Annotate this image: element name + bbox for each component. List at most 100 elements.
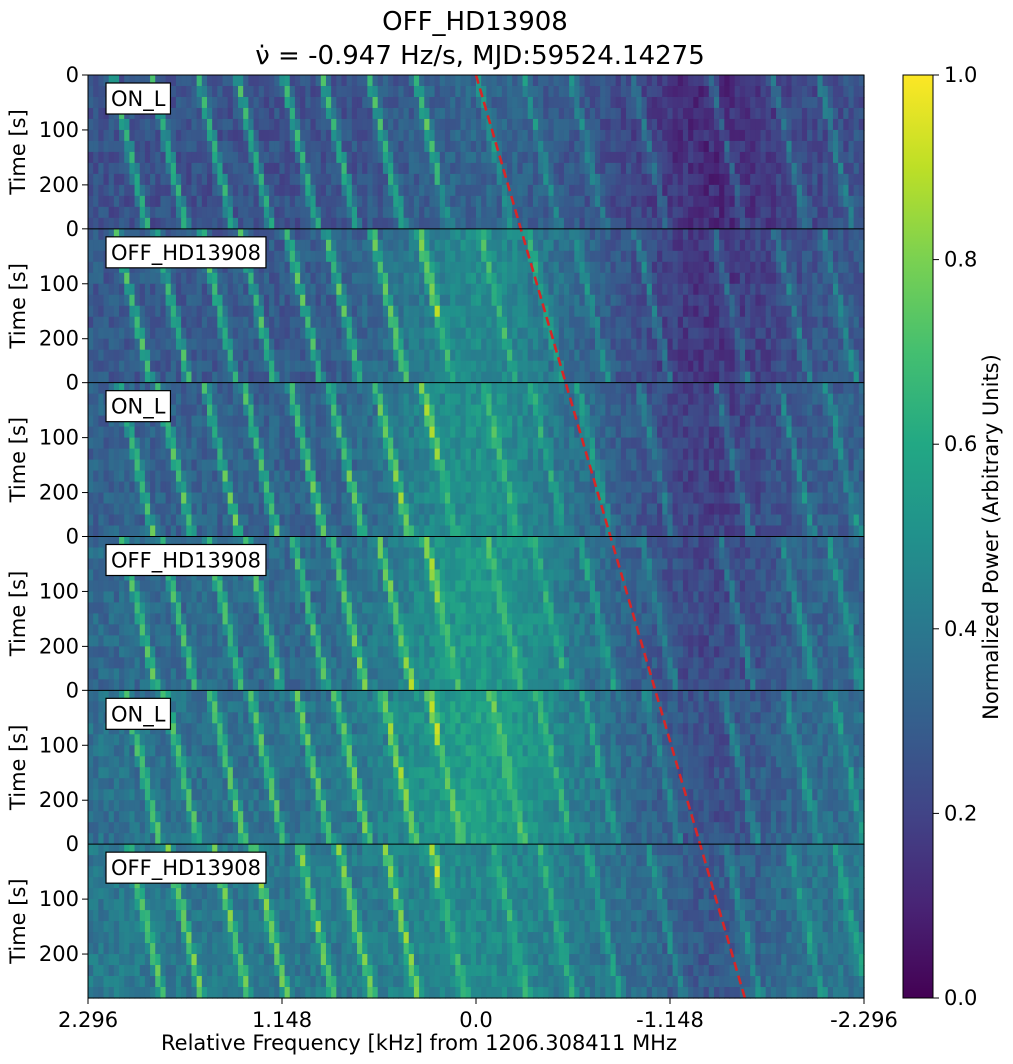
heatmap-cell <box>258 305 265 318</box>
heatmap-cell <box>589 294 596 307</box>
heatmap-cell <box>129 75 136 87</box>
heatmap-cell <box>450 129 456 142</box>
heatmap-cell <box>667 316 674 329</box>
heatmap-cell <box>119 305 125 318</box>
heatmap-cell <box>243 349 249 362</box>
heatmap-cell <box>113 195 120 208</box>
heatmap-cell <box>517 382 524 395</box>
heatmap-cell <box>848 118 855 131</box>
heatmap-cell <box>341 272 348 285</box>
heatmap-cell <box>646 173 653 186</box>
heatmap-cell <box>688 294 694 307</box>
heatmap-cell <box>843 250 850 263</box>
heatmap-cell <box>843 349 850 362</box>
heatmap-cell <box>781 404 787 417</box>
heatmap-cell <box>817 261 824 274</box>
heatmap-cell <box>481 371 487 384</box>
heatmap-cell <box>574 173 581 186</box>
heatmap-cell <box>822 75 829 87</box>
heatmap-cell <box>755 184 762 197</box>
heatmap-cell <box>424 316 431 329</box>
heatmap-cell <box>424 360 431 373</box>
heatmap-cell <box>620 107 627 120</box>
heatmap-cell <box>351 404 358 417</box>
heatmap-cell <box>113 382 120 395</box>
heatmap-cell <box>222 118 229 131</box>
heatmap-cell <box>853 107 860 120</box>
heatmap-cell <box>760 206 767 219</box>
heatmap-cell <box>367 283 374 296</box>
heatmap-cell <box>434 217 441 230</box>
heatmap-cell <box>103 272 110 285</box>
heatmap-cell <box>144 426 151 439</box>
heatmap-cell <box>398 195 405 208</box>
heatmap-cell <box>346 316 353 329</box>
heatmap-cell <box>413 96 420 109</box>
heatmap-cell <box>703 283 710 296</box>
heatmap-cell <box>393 239 399 252</box>
heatmap-cell <box>88 228 94 241</box>
heatmap-cell <box>843 129 850 142</box>
heatmap-cell <box>155 437 162 450</box>
heatmap-cell <box>538 382 544 395</box>
heatmap-cell <box>470 228 477 241</box>
heatmap-cell <box>408 360 415 373</box>
heatmap-cell <box>791 360 798 373</box>
heatmap-cell <box>600 228 606 241</box>
heatmap-cell <box>279 404 286 417</box>
heatmap-cell <box>734 272 741 285</box>
heatmap-cell <box>620 96 627 109</box>
heatmap-cell <box>357 162 363 175</box>
heatmap-cell <box>698 195 705 208</box>
heatmap-cell <box>481 195 487 208</box>
heatmap-cell <box>682 206 689 219</box>
heatmap-cell <box>222 426 229 439</box>
heatmap-cell <box>719 360 725 373</box>
heatmap-cell <box>196 184 203 197</box>
heatmap-cell <box>600 415 606 428</box>
heatmap-cell <box>631 85 637 98</box>
heatmap-cell <box>362 261 368 274</box>
heatmap-cell <box>455 261 462 274</box>
heatmap-cell <box>734 261 741 274</box>
heatmap-cell <box>713 107 720 120</box>
heatmap-cell <box>310 360 317 373</box>
heatmap-cell <box>817 75 824 87</box>
heatmap-cell <box>765 250 772 263</box>
heatmap-cell <box>305 382 312 395</box>
heatmap-cell <box>579 85 586 98</box>
heatmap-cell <box>584 294 591 307</box>
heatmap-cell <box>139 173 146 186</box>
heatmap-cell <box>279 382 286 395</box>
heatmap-cell <box>563 283 570 296</box>
heatmap-cell <box>610 75 617 87</box>
heatmap-cell <box>357 85 363 98</box>
heatmap-cell <box>331 96 337 109</box>
heatmap-cell <box>88 426 94 439</box>
heatmap-cell <box>175 316 182 329</box>
heatmap-cell <box>465 129 472 142</box>
heatmap-cell <box>646 283 653 296</box>
heatmap-cell <box>646 162 653 175</box>
heatmap-cell <box>745 250 751 263</box>
heatmap-cell <box>424 239 431 252</box>
heatmap-cell <box>817 305 824 318</box>
heatmap-cell <box>248 162 255 175</box>
heatmap-cell <box>243 140 249 153</box>
heatmap-cell <box>191 75 198 87</box>
heatmap-cell <box>693 415 700 428</box>
heatmap-cell <box>512 217 518 230</box>
heatmap-cell <box>776 360 782 373</box>
heatmap-cell <box>729 75 736 87</box>
heatmap-cell <box>667 140 674 153</box>
heatmap-cell <box>351 96 358 109</box>
heatmap-cell <box>331 250 337 263</box>
heatmap-cell <box>253 371 260 384</box>
heatmap-cell <box>548 195 555 208</box>
heatmap-cell <box>341 382 348 395</box>
heatmap-cell <box>222 349 229 362</box>
heatmap-cell <box>341 294 348 307</box>
heatmap-cell <box>750 261 756 274</box>
heatmap-cell <box>481 239 487 252</box>
heatmap-cell <box>501 360 508 373</box>
